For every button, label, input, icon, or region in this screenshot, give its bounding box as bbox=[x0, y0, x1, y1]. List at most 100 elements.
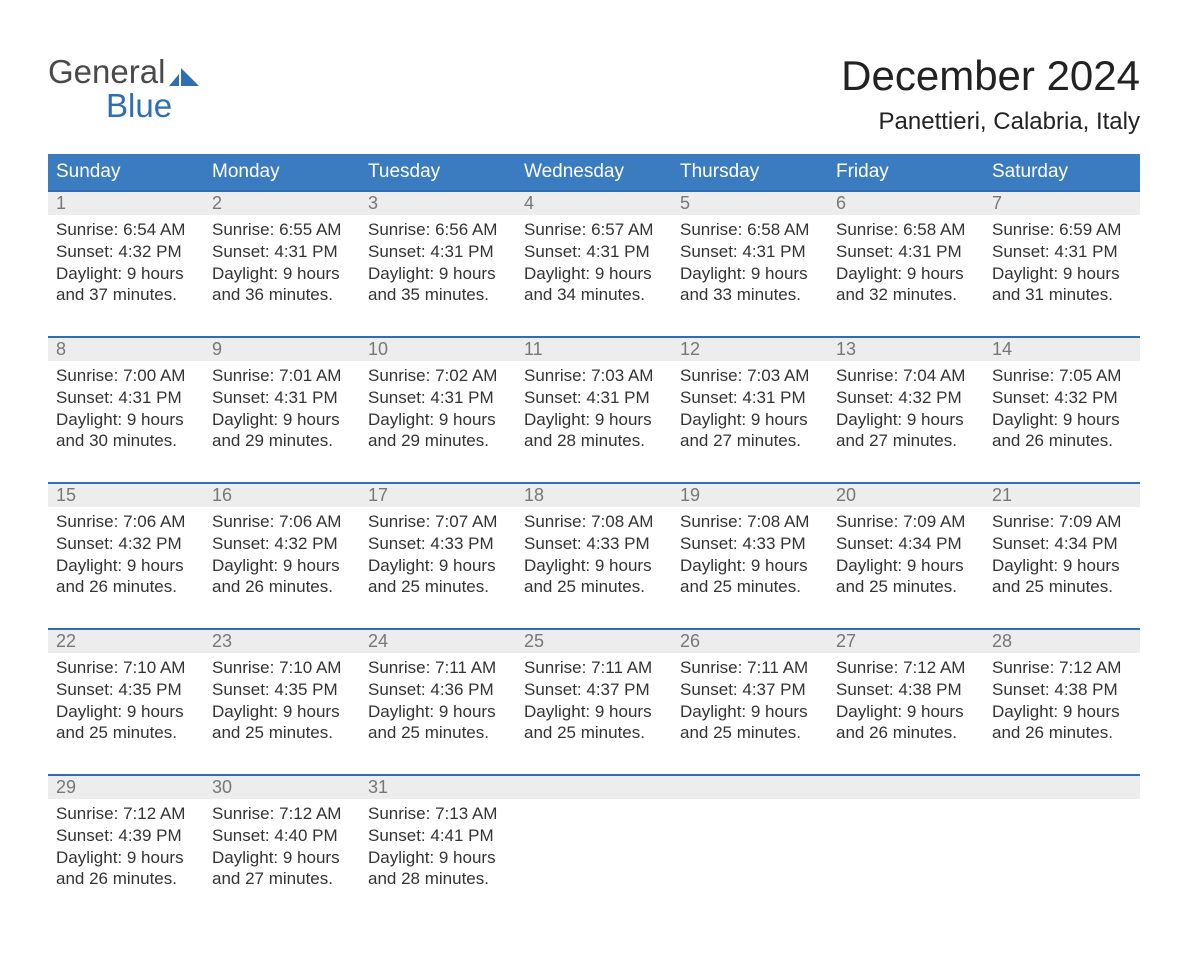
day-content-row: Sunrise: 7:00 AMSunset: 4:31 PMDaylight:… bbox=[48, 361, 1140, 482]
day2-text: and 25 minutes. bbox=[368, 722, 508, 744]
day-content-row: Sunrise: 7:10 AMSunset: 4:35 PM Daylight:… bbox=[48, 653, 1140, 774]
day-number bbox=[672, 776, 828, 799]
day-cell: Sunrise: 7:11 AMSunset: 4:37 PMDaylight:… bbox=[516, 653, 672, 774]
sunset-text: Sunset: 4:41 PM bbox=[368, 825, 508, 847]
day1-text: Daylight: 9 hours bbox=[212, 847, 352, 869]
day1-text: Daylight: 9 hours bbox=[524, 409, 664, 431]
header: General Blue December 2024 Panettieri, C… bbox=[48, 52, 1140, 136]
day2-text: and 26 minutes. bbox=[992, 722, 1132, 744]
day1-text: Daylight: 9 hours bbox=[836, 263, 976, 285]
day-cell: Sunrise: 6:54 AMSunset: 4:32 PMDaylight:… bbox=[48, 215, 204, 336]
day1-text: Daylight: 9 hours bbox=[680, 701, 820, 723]
weekday-label: Sunday bbox=[48, 154, 204, 190]
sunrise-text: Sunrise: 7:11 AM bbox=[368, 657, 508, 679]
sunrise-text: Sunrise: 7:04 AM bbox=[836, 365, 976, 387]
day-content-row: Sunrise: 7:06 AMSunset: 4:32 PMDaylight:… bbox=[48, 507, 1140, 628]
day2-text: and 26 minutes. bbox=[992, 430, 1132, 452]
day-cell: Sunrise: 7:04 AMSunset: 4:32 PMDaylight:… bbox=[828, 361, 984, 482]
day-cell: Sunrise: 6:59 AMSunset: 4:31 PMDaylight:… bbox=[984, 215, 1140, 336]
day1-text: Daylight: 9 hours bbox=[368, 555, 508, 577]
sunrise-text: Sunrise: 7:13 AM bbox=[368, 803, 508, 825]
sunset-text: Sunset: 4:31 PM bbox=[992, 241, 1132, 263]
day1-text: Daylight: 9 hours bbox=[680, 263, 820, 285]
day-number: 17 bbox=[360, 484, 516, 507]
sunrise-text: Sunrise: 7:07 AM bbox=[368, 511, 508, 533]
day2-text: and 26 minutes. bbox=[56, 868, 196, 890]
sunset-text: Sunset: 4:34 PM bbox=[836, 533, 976, 555]
day-number: 25 bbox=[516, 630, 672, 653]
sunrise-text: Sunrise: 7:09 AM bbox=[836, 511, 976, 533]
sunrise-text: Sunrise: 6:56 AM bbox=[368, 219, 508, 241]
sunset-text: Sunset: 4:32 PM bbox=[212, 533, 352, 555]
sunset-text: Sunset: 4:37 PM bbox=[680, 679, 820, 701]
logo-word1: General bbox=[48, 55, 165, 90]
day-cell: Sunrise: 7:06 AMSunset: 4:32 PMDaylight:… bbox=[48, 507, 204, 628]
day-number: 5 bbox=[672, 192, 828, 215]
day-cell bbox=[672, 799, 828, 920]
day-cell: Sunrise: 7:00 AMSunset: 4:31 PMDaylight:… bbox=[48, 361, 204, 482]
day-number: 29 bbox=[48, 776, 204, 799]
day-cell: Sunrise: 7:12 AMSunset: 4:40 PMDaylight:… bbox=[204, 799, 360, 920]
sunrise-text: Sunrise: 7:10 AM bbox=[56, 657, 196, 679]
day-cell: Sunrise: 7:08 AMSunset: 4:33 PMDaylight:… bbox=[516, 507, 672, 628]
sunset-text: Sunset: 4:32 PM bbox=[56, 241, 196, 263]
day2-text: and 27 minutes. bbox=[836, 430, 976, 452]
sunset-text: Sunset: 4:31 PM bbox=[212, 387, 352, 409]
sunrise-text: Sunrise: 7:12 AM bbox=[836, 657, 976, 679]
title-block: December 2024 Panettieri, Calabria, Ital… bbox=[841, 52, 1140, 136]
day1-text: Daylight: 9 hours bbox=[524, 701, 664, 723]
logo: General Blue bbox=[48, 52, 201, 123]
sunrise-text: Sunrise: 6:59 AM bbox=[992, 219, 1132, 241]
day-number: 18 bbox=[516, 484, 672, 507]
sunset-text: Sunset: 4:31 PM bbox=[212, 241, 352, 263]
day1-text: Daylight: 9 hours bbox=[212, 555, 352, 577]
day-number bbox=[828, 776, 984, 799]
day-cell: Sunrise: 7:13 AMSunset: 4:41 PMDaylight:… bbox=[360, 799, 516, 920]
day2-text: and 29 minutes. bbox=[212, 430, 352, 452]
day1-text: Daylight: 9 hours bbox=[992, 409, 1132, 431]
day-number: 26 bbox=[672, 630, 828, 653]
day-number-row: 22232425262728 bbox=[48, 628, 1140, 653]
day1-text: Daylight: 9 hours bbox=[212, 263, 352, 285]
calendar-week: 293031Sunrise: 7:12 AMSunset: 4:39 PMDay… bbox=[48, 774, 1140, 920]
day2-text: and 30 minutes. bbox=[56, 430, 196, 452]
day-cell: Sunrise: 7:12 AMSunset: 4:39 PMDaylight:… bbox=[48, 799, 204, 920]
day1-text: Daylight: 9 hours bbox=[368, 701, 508, 723]
day-number: 24 bbox=[360, 630, 516, 653]
day2-text: and 28 minutes. bbox=[368, 868, 508, 890]
day-number: 1 bbox=[48, 192, 204, 215]
day1-text: Daylight: 9 hours bbox=[992, 263, 1132, 285]
sunrise-text: Sunrise: 6:58 AM bbox=[836, 219, 976, 241]
day-number-row: 293031 bbox=[48, 774, 1140, 799]
sunset-text: Sunset: 4:38 PM bbox=[992, 679, 1132, 701]
sunset-text: Sunset: 4:31 PM bbox=[680, 241, 820, 263]
day1-text: Daylight: 9 hours bbox=[992, 701, 1132, 723]
day-number: 11 bbox=[516, 338, 672, 361]
day1-text: Daylight: 9 hours bbox=[56, 847, 196, 869]
day2-text: and 31 minutes. bbox=[992, 284, 1132, 306]
day-number: 9 bbox=[204, 338, 360, 361]
day-cell: Sunrise: 7:11 AMSunset: 4:36 PMDaylight:… bbox=[360, 653, 516, 774]
day-number: 2 bbox=[204, 192, 360, 215]
day-cell: Sunrise: 7:11 AMSunset: 4:37 PMDaylight:… bbox=[672, 653, 828, 774]
sunrise-text: Sunrise: 7:01 AM bbox=[212, 365, 352, 387]
day-number: 31 bbox=[360, 776, 516, 799]
sunset-text: Sunset: 4:31 PM bbox=[368, 241, 508, 263]
sunset-text: Sunset: 4:33 PM bbox=[680, 533, 820, 555]
day1-text: Daylight: 9 hours bbox=[680, 555, 820, 577]
location-subtitle: Panettieri, Calabria, Italy bbox=[841, 108, 1140, 136]
day1-text: Daylight: 9 hours bbox=[56, 555, 196, 577]
day-content-row: Sunrise: 6:54 AMSunset: 4:32 PMDaylight:… bbox=[48, 215, 1140, 336]
calendar-week: 22232425262728Sunrise: 7:10 AMSunset: 4:… bbox=[48, 628, 1140, 774]
sunset-text: Sunset: 4:36 PM bbox=[368, 679, 508, 701]
sunset-text: Sunset: 4:38 PM bbox=[836, 679, 976, 701]
day2-text: and 25 minutes. bbox=[680, 722, 820, 744]
day-cell: Sunrise: 7:01 AMSunset: 4:31 PMDaylight:… bbox=[204, 361, 360, 482]
calendar: Sunday Monday Tuesday Wednesday Thursday… bbox=[48, 154, 1140, 920]
day2-text: and 37 minutes. bbox=[56, 284, 196, 306]
sunset-text: Sunset: 4:35 PM bbox=[56, 679, 196, 701]
sunrise-text: Sunrise: 7:06 AM bbox=[212, 511, 352, 533]
day1-text: Daylight: 9 hours bbox=[680, 409, 820, 431]
day1-text: Daylight: 9 hours bbox=[368, 263, 508, 285]
day-cell: Sunrise: 7:10 AMSunset: 4:35 PMDaylight:… bbox=[204, 653, 360, 774]
